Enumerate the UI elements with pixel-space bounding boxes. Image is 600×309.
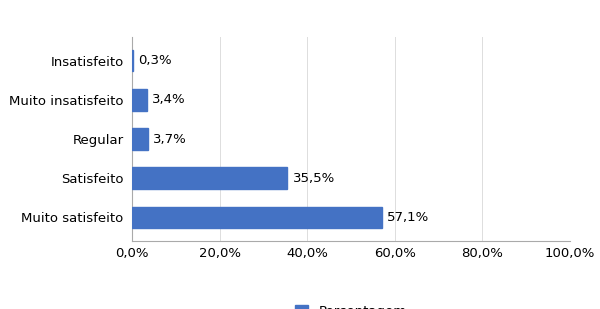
Text: 35,5%: 35,5% [293,172,335,185]
Legend: Percentagem: Percentagem [295,305,407,309]
Text: 3,7%: 3,7% [154,133,187,146]
Bar [132,128,148,150]
Bar [132,167,287,189]
Text: 57,1%: 57,1% [388,211,430,224]
Text: 3,4%: 3,4% [152,93,186,106]
Bar [132,207,382,228]
Bar [132,89,147,111]
Text: 0,3%: 0,3% [139,54,172,67]
Bar [132,50,133,71]
